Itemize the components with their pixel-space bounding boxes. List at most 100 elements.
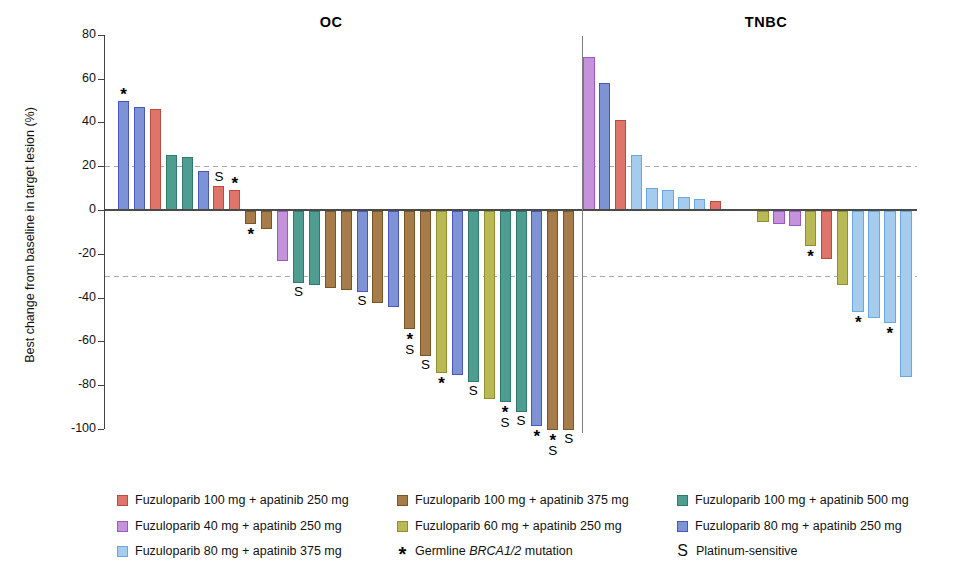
bar-annotation: *S	[402, 331, 418, 356]
bar	[900, 211, 912, 377]
bar-annotation: *	[116, 86, 132, 98]
bar	[245, 211, 256, 224]
legend-swatch-red	[117, 495, 128, 506]
platinum-sensitive-mark: S	[548, 444, 557, 457]
bar-annotation: *	[882, 325, 898, 337]
y-tick-label: 20	[52, 158, 96, 172]
y-tick	[98, 122, 104, 123]
asterisk-mark: *	[247, 226, 254, 238]
y-tick	[98, 166, 104, 167]
bar	[484, 211, 495, 399]
bar	[805, 211, 817, 246]
bar-annotation: S	[290, 285, 306, 298]
bar-annotation: S	[513, 414, 529, 427]
legend-item-germline-brca-mutation: *Germline BRCA1/2 mutation	[397, 544, 573, 558]
bar	[420, 211, 431, 356]
bar	[229, 190, 240, 210]
legend-swatch-teal	[677, 495, 688, 506]
bar	[631, 155, 643, 210]
bar	[325, 211, 336, 288]
bar-annotation: *	[227, 175, 243, 187]
y-tick-label: 80	[52, 27, 96, 41]
legend-label: Platinum-sensitive	[696, 544, 797, 558]
y-tick	[98, 429, 104, 430]
bar	[150, 109, 161, 210]
y-tick-label: 0	[52, 202, 96, 216]
bar-annotation: *	[434, 375, 450, 387]
bar	[821, 211, 833, 259]
bar	[583, 57, 595, 210]
bar	[599, 83, 611, 210]
bar-annotation: *	[243, 226, 259, 238]
asterisk-mark: *	[887, 325, 894, 337]
platinum-sensitive-mark: S	[564, 432, 573, 445]
y-tick	[98, 298, 104, 299]
bar-annotation: S	[418, 358, 434, 371]
bar-annotation: S	[211, 170, 227, 183]
bar	[852, 211, 864, 312]
reference-line-20	[105, 166, 917, 167]
platinum-sensitive-mark: S	[294, 285, 303, 298]
bar	[646, 188, 658, 210]
bar	[134, 107, 145, 210]
y-tick	[98, 341, 104, 342]
asterisk-mark: *	[231, 175, 238, 187]
legend-item-yellow: Fuzuloparib 60 mg + apatinib 250 mg	[397, 519, 622, 533]
y-tick	[98, 385, 104, 386]
bar	[293, 211, 304, 283]
bar	[615, 120, 627, 210]
bar-annotation: S	[465, 384, 481, 397]
bar	[277, 211, 288, 261]
bar	[341, 211, 352, 290]
legend-item-brown: Fuzuloparib 100 mg + apatinib 375 mg	[397, 493, 629, 507]
asterisk-mark: *	[438, 375, 445, 387]
legend-label: Fuzuloparib 100 mg + apatinib 375 mg	[415, 493, 629, 507]
legend-swatch-royalblue	[677, 521, 688, 532]
zero-line	[105, 209, 917, 211]
bar-annotation: *S	[497, 404, 513, 429]
platinum-sensitive-mark: S	[214, 170, 223, 183]
s-symbol: S	[677, 544, 688, 558]
bar	[547, 211, 558, 430]
bar-annotation: *	[850, 314, 866, 326]
legend-item-royalblue: Fuzuloparib 80 mg + apatinib 250 mg	[677, 519, 902, 533]
legend-swatch-brown	[397, 495, 408, 506]
asterisk-mark: *	[502, 404, 509, 416]
y-tick-label: -40	[52, 290, 96, 304]
legend-swatch-yellow	[397, 521, 408, 532]
platinum-sensitive-mark: S	[469, 384, 478, 397]
legend-item-red: Fuzuloparib 100 mg + apatinib 250 mg	[117, 493, 349, 507]
legend-item-lightblue: Fuzuloparib 80 mg + apatinib 375 mg	[117, 544, 342, 558]
asterisk-symbol: *	[397, 547, 408, 561]
panel-divider	[582, 36, 584, 433]
y-tick-label: -60	[52, 333, 96, 347]
legend-item-teal: Fuzuloparib 100 mg + apatinib 500 mg	[677, 493, 909, 507]
platinum-sensitive-mark: S	[501, 416, 510, 429]
asterisk-mark: *	[855, 314, 862, 326]
bar	[182, 157, 193, 210]
bar	[757, 211, 769, 222]
bar	[516, 211, 527, 412]
y-tick-label: 60	[52, 71, 96, 85]
bar	[531, 211, 542, 426]
platinum-sensitive-mark: S	[516, 414, 525, 427]
bar	[789, 211, 801, 226]
reference-line--30	[105, 276, 917, 277]
platinum-sensitive-mark: S	[357, 294, 366, 307]
bar	[500, 211, 511, 402]
legend-label: Fuzuloparib 80 mg + apatinib 250 mg	[695, 519, 902, 533]
legend-label: Fuzuloparib 60 mg + apatinib 250 mg	[415, 519, 622, 533]
bar-annotation: *	[529, 428, 545, 440]
bar	[884, 211, 896, 323]
bar	[166, 155, 177, 210]
legend-label: Fuzuloparib 100 mg + apatinib 250 mg	[135, 493, 349, 507]
bar	[563, 211, 574, 430]
bar	[388, 211, 399, 307]
platinum-sensitive-mark: S	[421, 358, 430, 371]
y-tick-label: -100	[52, 421, 96, 435]
asterisk-mark: *	[534, 428, 541, 440]
legend-label: Fuzuloparib 40 mg + apatinib 250 mg	[135, 519, 342, 533]
bar-annotation: S	[561, 432, 577, 445]
bar	[468, 211, 479, 382]
asterisk-mark: *	[807, 248, 814, 260]
